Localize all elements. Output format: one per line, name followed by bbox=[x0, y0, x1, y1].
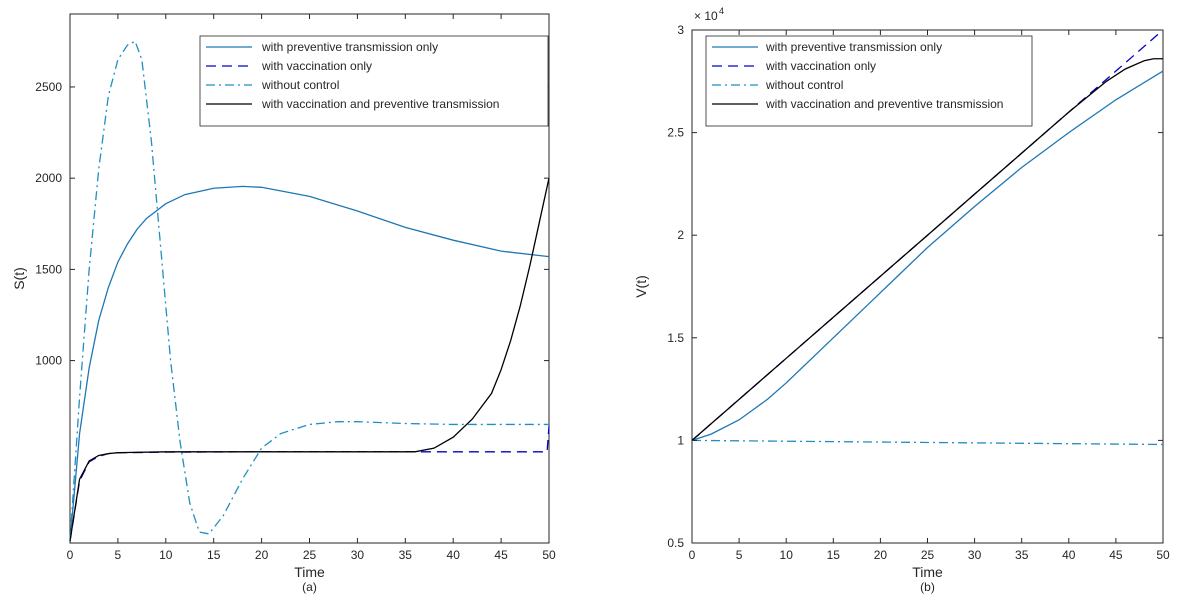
panel-a-caption: (a) bbox=[302, 580, 317, 594]
panel-b-legend-label-3: without control bbox=[765, 78, 843, 92]
panel-b-y-tick-label: 3 bbox=[677, 23, 684, 37]
panel-b-y-tick-label: 1.5 bbox=[667, 331, 684, 345]
panel-a-series-line-1 bbox=[69, 185, 550, 542]
panel-b-y-exponent-power: 4 bbox=[719, 6, 724, 16]
panel-a-y-tick-label: 2000 bbox=[35, 171, 62, 185]
panel-b-legend-label-2: with vaccination only bbox=[765, 59, 876, 73]
panel-a-legend-label-1: with preventive transmission only bbox=[261, 40, 438, 54]
panel-b-x-tick-label: 0 bbox=[689, 548, 696, 562]
panel-a-y-tick-label: 2500 bbox=[35, 80, 62, 94]
panel-a-legend-box bbox=[199, 35, 549, 127]
panel-b-legend-label-4: with vaccination and preventive transmis… bbox=[765, 97, 1003, 111]
panel-b-y-axis-label: V(t) bbox=[633, 275, 649, 298]
panel-b-x-tick-label: 50 bbox=[1156, 548, 1170, 562]
panel-b-x-tick-label: 30 bbox=[968, 548, 982, 562]
panel-b-x-tick-label: 5 bbox=[736, 548, 743, 562]
panel-b-x-tick-label: 15 bbox=[827, 548, 841, 562]
panel-b-legend-label-1: with preventive transmission only bbox=[765, 40, 942, 54]
panel-a-legend-label-2: with vaccination only bbox=[261, 59, 372, 73]
panel-b-x-tick-label: 25 bbox=[921, 548, 935, 562]
panel-b-y-tick-label: 0.5 bbox=[667, 536, 684, 550]
panel-b-series-line-3 bbox=[691, 439, 1164, 446]
panel-a-y-axis-label: S(t) bbox=[11, 267, 27, 290]
panel-b-caption: (b) bbox=[920, 580, 935, 594]
panel-a-x-tick-label: 40 bbox=[447, 548, 461, 562]
panel-b-x-axis-label: Time bbox=[912, 564, 943, 580]
panel-a-legend: with preventive transmission only with va… bbox=[199, 35, 549, 127]
panel-a-x-tick-label: 20 bbox=[255, 548, 269, 562]
panel-a-x-tick-label: 35 bbox=[399, 548, 413, 562]
panel-a-series-line-4 bbox=[69, 178, 550, 542]
panel-a-x-tick-label: 15 bbox=[207, 548, 221, 562]
panel-a-x-tick-label: 50 bbox=[542, 548, 556, 562]
panel-b-y-tick-label: 1 bbox=[677, 433, 684, 447]
panel-b-x-tick-label: 35 bbox=[1015, 548, 1029, 562]
panel-b-legend-box bbox=[705, 35, 1033, 127]
panel-a-x-tick-label: 30 bbox=[351, 548, 365, 562]
panel-a-x-tick-label: 0 bbox=[67, 548, 74, 562]
panel-b-y-tick-label: 2 bbox=[677, 228, 684, 242]
panel-a-series-line-3 bbox=[69, 40, 549, 542]
panel-a-legend-label-3: without control bbox=[261, 78, 339, 92]
panel-b-chart: 0 5 10 15 20 25 30 35 40 45 50 0.5 1 1.5 2 2.5 3 × 10 4 Tim… bbox=[633, 6, 1170, 594]
panel-a-x-tick-label: 25 bbox=[303, 548, 317, 562]
panel-a-x-tick-label: 5 bbox=[115, 548, 122, 562]
panel-b-x-tick-label: 10 bbox=[780, 548, 794, 562]
panel-a-x-tick-label: 45 bbox=[494, 548, 508, 562]
panel-b-y-tick-label: 2.5 bbox=[667, 126, 684, 140]
panel-a-y-tick-label: 1500 bbox=[35, 262, 62, 276]
panel-a-y-tick-label: 1000 bbox=[35, 354, 62, 368]
panel-a-legend-label-4: with vaccination and preventive transmis… bbox=[261, 97, 499, 111]
panel-b-x-tick-label: 40 bbox=[1062, 548, 1076, 562]
panel-b-series-line-4 bbox=[691, 58, 1163, 441]
panel-b-x-tick-label: 45 bbox=[1109, 548, 1123, 562]
panel-b-y-exponent: × 10 bbox=[694, 9, 718, 23]
panel-b-series-line-1 bbox=[691, 70, 1164, 442]
panel-b-x-tick-label: 20 bbox=[874, 548, 888, 562]
panel-a-x-tick-label: 10 bbox=[159, 548, 173, 562]
panel-b-legend: with preventive transmission only with va… bbox=[705, 35, 1033, 127]
panel-a-x-axis-label: Time bbox=[294, 564, 325, 580]
panel-a-chart: 0 5 10 15 20 25 30 35 40 45 50 1000 1500 2000 2500 Time… bbox=[11, 13, 556, 594]
